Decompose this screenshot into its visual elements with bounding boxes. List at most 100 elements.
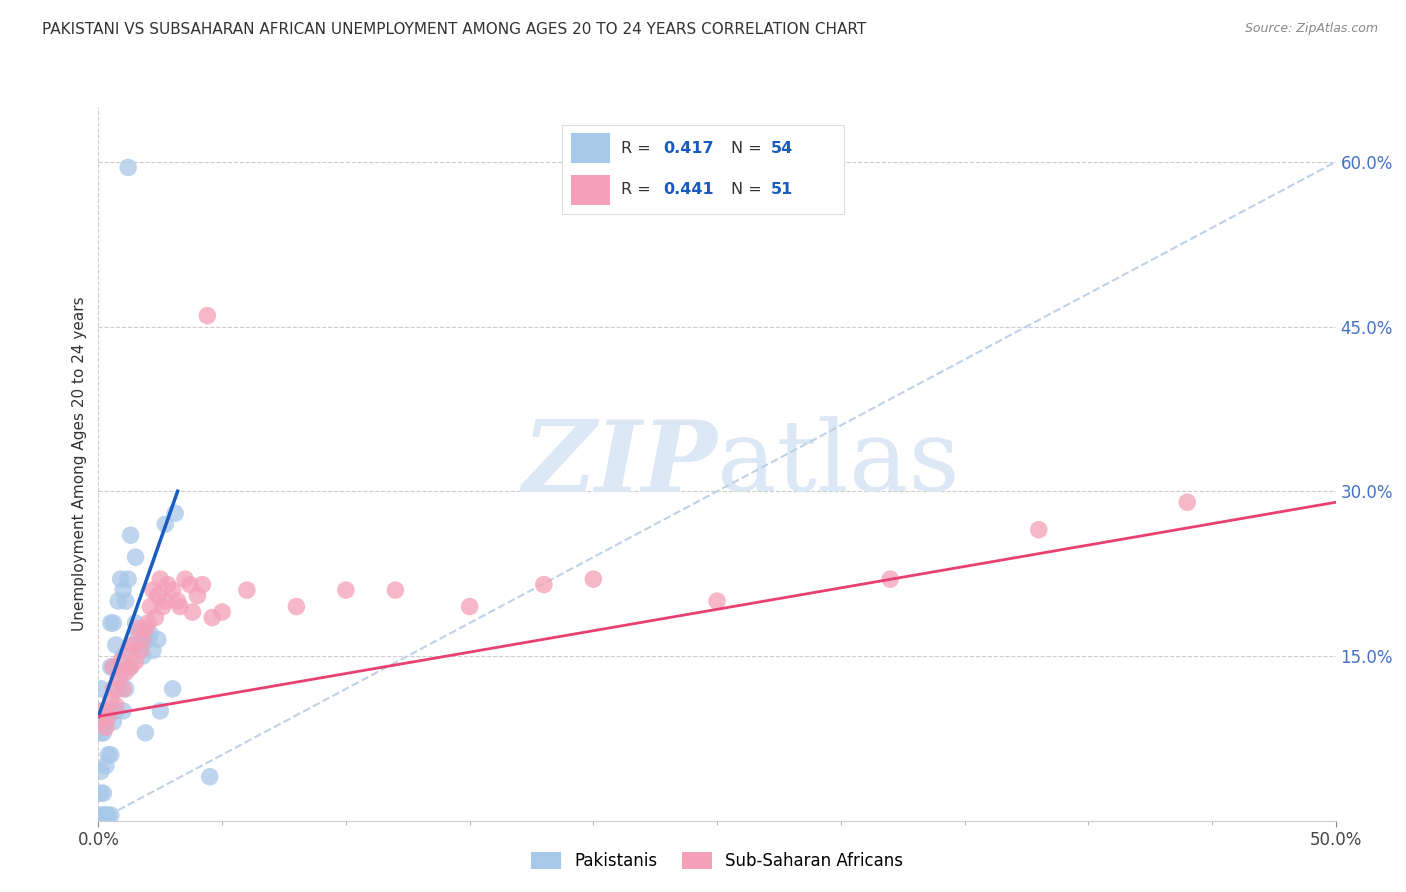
Point <box>100 704 122 718</box>
Point <box>285 599 308 614</box>
Point <box>191 577 214 591</box>
Point <box>90 808 112 822</box>
Point <box>149 704 172 718</box>
Point <box>103 714 125 729</box>
Point <box>129 643 152 657</box>
Point <box>136 615 159 630</box>
Point <box>94 720 117 734</box>
Point <box>103 660 125 674</box>
Point <box>107 671 129 685</box>
Point <box>152 599 174 614</box>
Y-axis label: Unemployment Among Ages 20 to 24 years: Unemployment Among Ages 20 to 24 years <box>72 296 87 632</box>
Point <box>142 583 165 598</box>
Point <box>142 643 165 657</box>
FancyBboxPatch shape <box>571 175 610 205</box>
Point <box>129 638 152 652</box>
Point <box>93 704 115 718</box>
Point <box>100 693 122 707</box>
Point <box>458 599 481 614</box>
Point <box>107 594 129 608</box>
Point <box>706 594 728 608</box>
Point <box>117 161 139 175</box>
Text: 0.441: 0.441 <box>664 183 714 197</box>
Point <box>132 648 155 663</box>
Text: R =: R = <box>621 141 657 155</box>
Point <box>533 577 555 591</box>
Point <box>335 583 357 598</box>
Point <box>114 665 136 680</box>
Point <box>166 594 188 608</box>
Point <box>110 572 132 586</box>
Point <box>139 599 162 614</box>
Point <box>134 726 156 740</box>
Point <box>90 714 112 729</box>
Point <box>155 594 177 608</box>
Point <box>94 808 117 822</box>
Point <box>97 704 120 718</box>
Point <box>124 655 146 669</box>
Text: N =: N = <box>731 141 768 155</box>
Point <box>112 704 135 718</box>
Point <box>1175 495 1198 509</box>
Point <box>117 643 139 657</box>
Point <box>97 808 120 822</box>
Point <box>104 698 127 713</box>
Point <box>94 758 117 772</box>
Point <box>103 615 125 630</box>
Point <box>120 660 142 674</box>
Point <box>122 638 145 652</box>
Point <box>211 605 233 619</box>
Point <box>146 632 169 647</box>
Point <box>110 655 132 669</box>
Point <box>114 594 136 608</box>
Point <box>162 583 184 598</box>
Point <box>93 786 115 800</box>
Point <box>110 671 132 685</box>
Point <box>112 648 135 663</box>
Point <box>195 309 218 323</box>
Point <box>198 770 221 784</box>
Legend: Pakistanis, Sub-Saharan Africans: Pakistanis, Sub-Saharan Africans <box>524 845 910 877</box>
Point <box>93 808 115 822</box>
Point <box>122 638 145 652</box>
Point <box>90 681 112 696</box>
Point <box>112 681 135 696</box>
Text: PAKISTANI VS SUBSAHARAN AFRICAN UNEMPLOYMENT AMONG AGES 20 TO 24 YEARS CORRELATI: PAKISTANI VS SUBSAHARAN AFRICAN UNEMPLOY… <box>42 22 866 37</box>
Point <box>134 622 156 636</box>
Point <box>149 572 172 586</box>
Point <box>127 627 149 641</box>
Point <box>90 704 112 718</box>
Point <box>146 589 169 603</box>
Point <box>90 786 112 800</box>
Point <box>120 660 142 674</box>
Point <box>90 764 112 779</box>
Point <box>879 572 901 586</box>
Point <box>94 714 117 729</box>
Point <box>181 605 204 619</box>
Point <box>186 589 208 603</box>
Point <box>104 638 127 652</box>
Point <box>103 681 125 696</box>
Text: 51: 51 <box>770 183 793 197</box>
Point <box>179 577 201 591</box>
Text: 54: 54 <box>770 141 793 155</box>
Point <box>136 632 159 647</box>
Point <box>1028 523 1050 537</box>
Text: 0.417: 0.417 <box>664 141 714 155</box>
Point <box>103 660 125 674</box>
Point <box>174 572 197 586</box>
Point <box>201 610 224 624</box>
Point <box>236 583 259 598</box>
Point <box>114 681 136 696</box>
Point <box>582 572 605 586</box>
Point <box>165 506 187 520</box>
Point <box>100 660 122 674</box>
Point <box>93 726 115 740</box>
FancyBboxPatch shape <box>571 133 610 163</box>
Point <box>97 709 120 723</box>
Point <box>127 622 149 636</box>
Point <box>97 747 120 762</box>
Text: ZIP: ZIP <box>522 416 717 512</box>
Point <box>162 681 184 696</box>
Text: R =: R = <box>621 183 657 197</box>
